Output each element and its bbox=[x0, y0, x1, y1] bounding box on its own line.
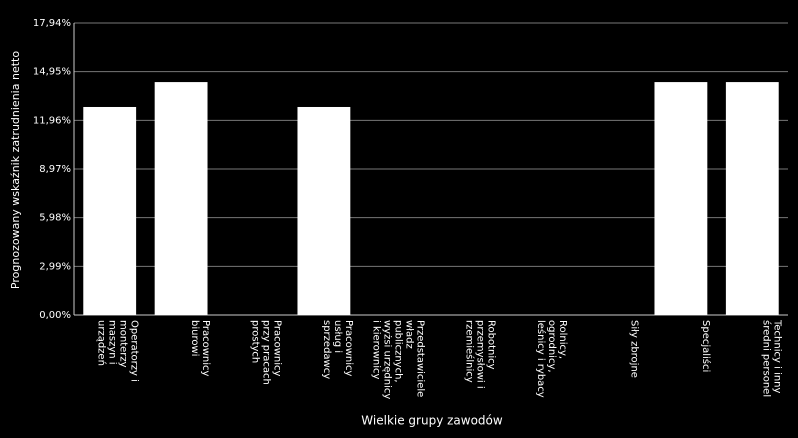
y-tick-label: 17,94% bbox=[33, 18, 71, 29]
x-tick-label: Operatorzy i monterzy maszyn i urządzeń bbox=[95, 320, 140, 382]
y-tick-label: 11,96% bbox=[33, 115, 71, 126]
x-tick-label: Pracownicy przy pracach prostych bbox=[249, 320, 283, 385]
x-axis-label: Wielkie grupy zawodów bbox=[361, 414, 503, 428]
y-tick-label: 2,99% bbox=[39, 261, 71, 272]
y-axis-label: Prognozowany wskaźnik zatrudnienia netto bbox=[9, 51, 22, 289]
y-tick-label: 8,97% bbox=[39, 164, 71, 175]
x-tick-label: Siły zbrojne bbox=[628, 320, 640, 378]
y-tick-label: 14,95% bbox=[33, 67, 71, 78]
x-tick-label: Technicy i inny średni personel bbox=[760, 320, 783, 398]
x-tick-label: Pracownicy usług i sprzedawcy bbox=[320, 320, 354, 380]
x-tick-label: Specjaliści bbox=[699, 320, 711, 373]
y-tick-label: 5,98% bbox=[39, 213, 71, 224]
x-tick-label: Robotnicy przemysłowi i rzemieślnicy bbox=[463, 320, 497, 389]
y-tick-label: 0,00% bbox=[39, 310, 71, 321]
bar bbox=[725, 82, 779, 315]
bar bbox=[297, 106, 351, 315]
x-tick-label: Pracownicy biurowi bbox=[189, 320, 212, 377]
bar bbox=[154, 82, 208, 315]
x-tick-label: Rolnicy, ogrodnicy, leśnicy i rybacy bbox=[535, 320, 569, 398]
bar bbox=[654, 82, 708, 315]
x-tick-label: Przedstawiciele władz publicznych, wyżsi… bbox=[370, 320, 426, 400]
bar bbox=[83, 106, 137, 315]
